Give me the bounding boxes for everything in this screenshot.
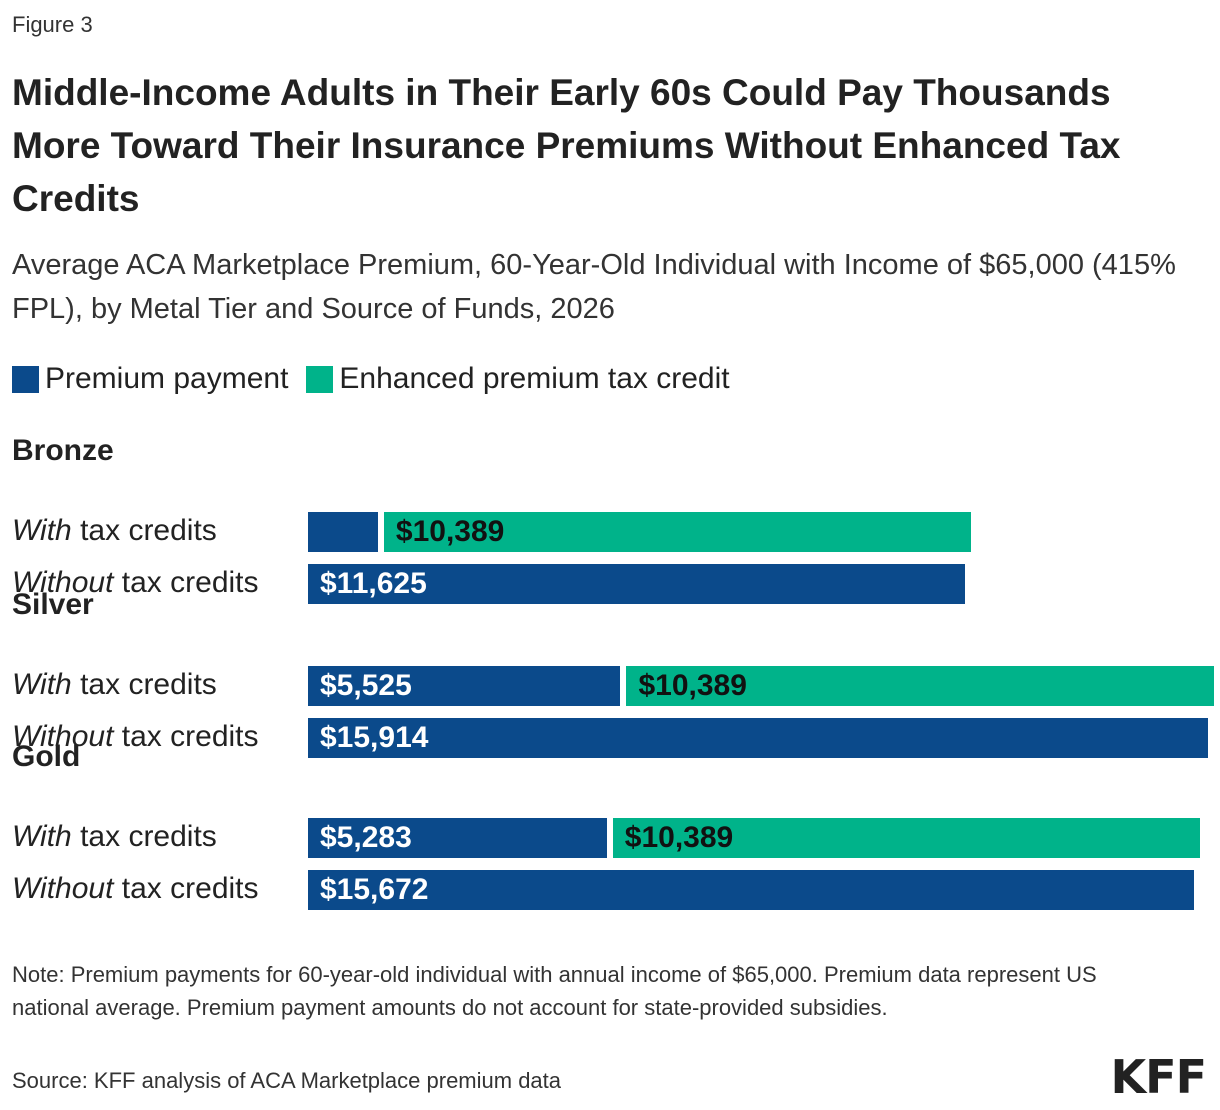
chart-note: Note: Premium payments for 60-year-old i… [12,958,1102,1024]
legend-label-premium-payment: Premium payment [45,362,288,396]
group-label-bronze: Bronze [12,434,114,468]
chart-source: Source: KFF analysis of ACA Marketplace … [12,1068,561,1094]
row-label-silver-with: With tax credits [12,668,217,702]
chart-subtitle: Average ACA Marketplace Premium, 60-Year… [12,243,1192,331]
legend-swatch-premium-payment [12,366,39,393]
bar-label-credit-bronze-with: $10,389 [396,512,504,552]
bar-label-premium-silver-without: $15,914 [320,718,428,758]
bar-label-premium-gold-without: $15,672 [320,870,428,910]
bar-label-premium-silver-with: $5,525 [320,666,412,706]
bar-premium-gold-without [308,870,1194,910]
legend-item-premium-payment: Premium payment [12,362,288,396]
bar-premium-silver-without [308,718,1208,758]
bar-label-premium-bronze-without: $11,625 [320,564,427,604]
chart-title: Middle-Income Adults in Their Early 60s … [12,66,1207,225]
legend: Premium payment Enhanced premium tax cre… [12,362,748,396]
bar-label-premium-gold-with: $5,283 [320,818,412,858]
row-label-gold-without: Without tax credits [12,872,259,906]
bar-label-credit-gold-with: $10,389 [625,818,733,858]
legend-swatch-enhanced-credit [306,366,333,393]
legend-label-enhanced-credit: Enhanced premium tax credit [339,362,729,396]
bar-label-credit-silver-with: $10,389 [638,666,746,706]
row-label-bronze-with: With tax credits [12,514,217,548]
row-label-gold-with: With tax credits [12,820,217,854]
kff-logo: KFF [1111,1050,1207,1104]
bar-premium-bronze-with [308,512,378,552]
group-label-gold: Gold [12,740,80,774]
legend-item-enhanced-credit: Enhanced premium tax credit [306,362,729,396]
group-label-silver: Silver [12,588,94,622]
figure-label: Figure 3 [12,12,93,38]
